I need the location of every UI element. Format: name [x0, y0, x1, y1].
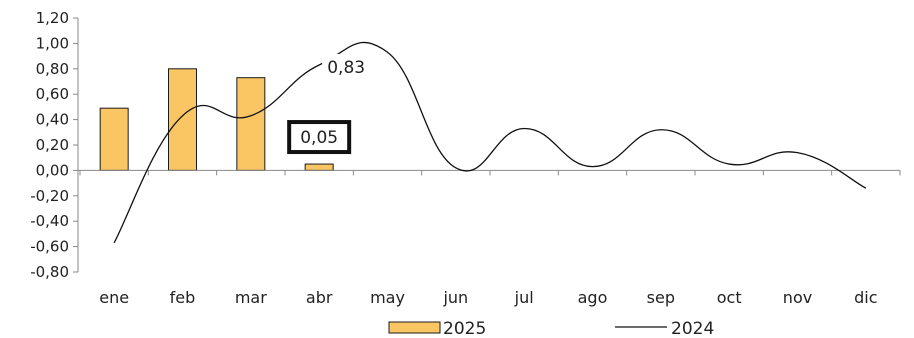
bar-2025-abr — [304, 163, 334, 171]
legend-swatch-2025 — [388, 321, 441, 334]
x-tick-label: jun — [442, 288, 468, 307]
y-tick-label: 1,00 — [36, 34, 69, 52]
x-tick-label: feb — [170, 288, 196, 307]
x-tick-label: may — [370, 288, 405, 307]
legend-label-2024: 2024 — [671, 319, 714, 338]
x-tick-label: ago — [578, 288, 608, 307]
y-tick-label: 0,00 — [36, 161, 69, 179]
x-tick-label: ene — [99, 288, 129, 307]
x-tick-label: jul — [514, 288, 534, 307]
y-tick-label: 0,40 — [36, 111, 69, 129]
y-tick-label: -0,80 — [30, 263, 69, 281]
y-tick-label: 0,80 — [36, 60, 69, 78]
x-axis: ene feb mar abr may jun jul ago sep oct nov dic — [78, 169, 901, 307]
y-axis: 1,20 1,00 0,80 0,60 0,40 0,20 0,00 -0,20 -0,40 -0… — [30, 9, 79, 281]
x-tick-label: nov — [783, 288, 812, 307]
y-tick-label: 0,20 — [36, 136, 69, 154]
x-tick-label: abr — [306, 288, 333, 307]
y-tick-label: -0,60 — [30, 238, 69, 256]
y-tick-label: 1,20 — [36, 9, 69, 27]
data-label-2024: 0,83 — [327, 58, 365, 78]
bar-2025-ene — [99, 107, 129, 171]
bar-2025-mar — [236, 77, 266, 171]
x-tick-label: dic — [854, 288, 877, 307]
y-tick-label: -0,20 — [30, 187, 69, 205]
data-label-box — [287, 120, 352, 155]
line-2024 — [113, 41, 867, 244]
legend-label-2025: 2025 — [443, 319, 486, 338]
bar-2025-feb — [168, 68, 197, 171]
x-tick-label: sep — [647, 288, 675, 307]
legend: 2025 2024 — [388, 319, 714, 338]
data-label-2025: 0,05 — [300, 128, 338, 148]
y-tick-label: 0,60 — [36, 85, 69, 103]
x-tick-label: oct — [717, 288, 742, 307]
x-tick-label: mar — [235, 288, 267, 307]
y-tick-label: -0,40 — [30, 212, 69, 230]
bars-2025 — [99, 68, 334, 171]
label-halo — [322, 53, 371, 80]
annotations: 0,83 0,05 — [287, 53, 371, 155]
